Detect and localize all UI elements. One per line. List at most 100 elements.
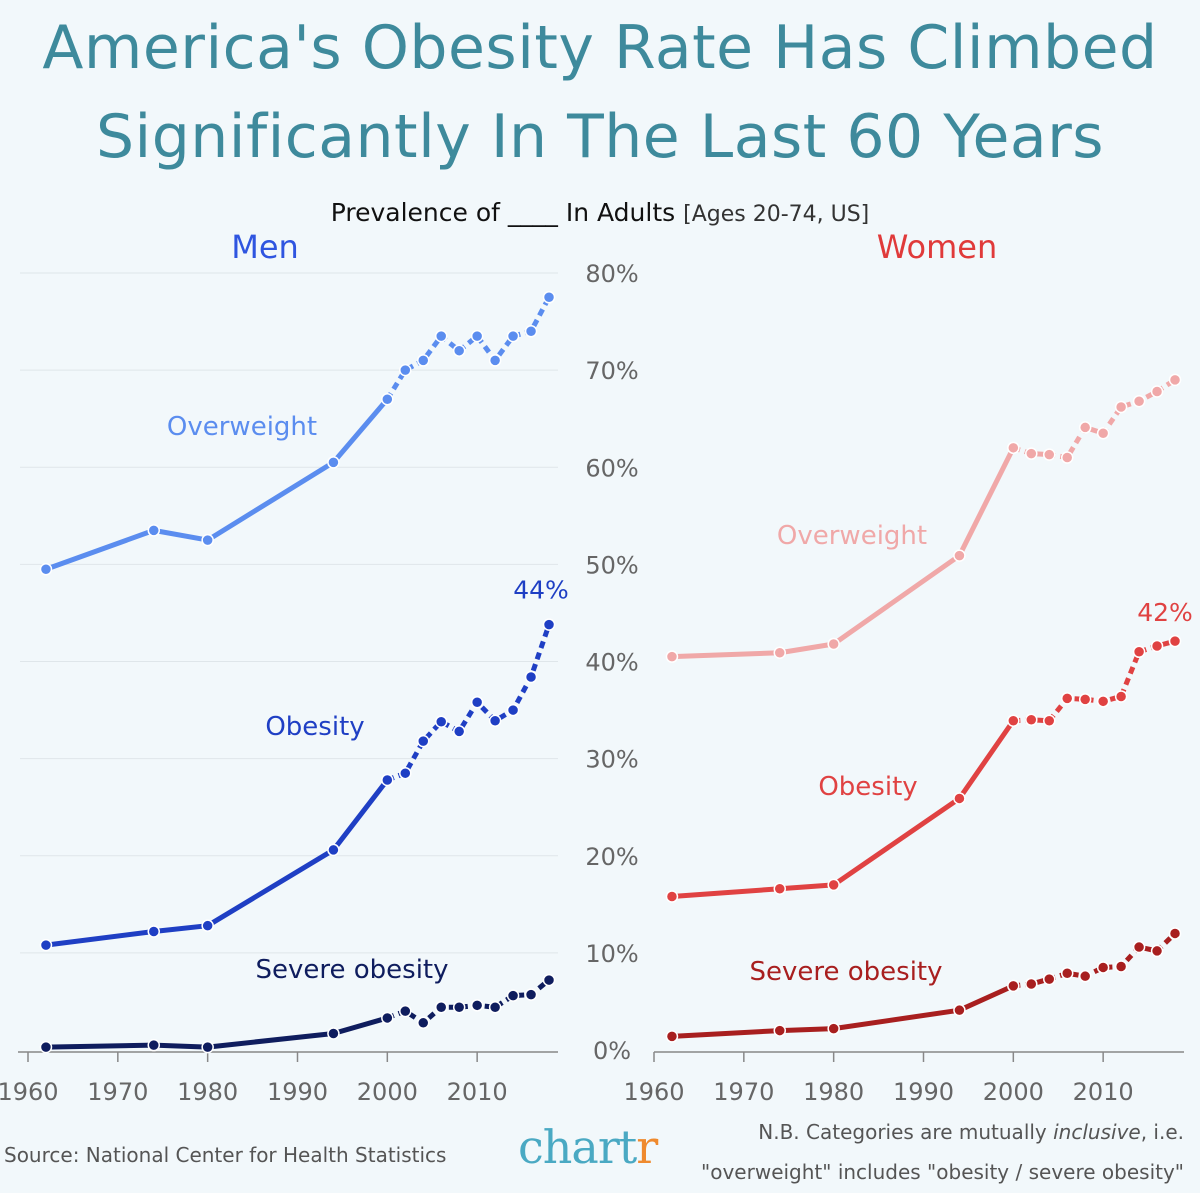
data-point [665,890,679,903]
footnote-suffix: , i.e. [1140,1120,1184,1144]
data-point [1168,634,1182,648]
data-point [381,393,394,406]
data-point [417,354,430,367]
chart-panel-men: Men 1960 1970 1980 1990 2000 2010 Overweight Obe… [0,228,569,1106]
y-tick-label: 50% [585,551,638,579]
series-overweight: Overweight [665,373,1182,663]
series-label: Severe obesity [749,957,942,987]
data-point [1114,400,1128,414]
data-point [399,363,412,377]
data-point [773,882,787,896]
subtitle-detail: [Ages 20-74, US] [683,202,870,227]
data-point [399,1004,412,1018]
data-point [1114,960,1128,973]
x-tick-label: 1990 [267,1078,328,1106]
data-point [1096,695,1110,708]
data-point [1150,385,1164,398]
data-point [827,1022,840,1035]
data-point [1043,714,1056,727]
data-point [470,999,484,1012]
data-point [1150,944,1164,958]
x-tick-label: 2010 [1073,1078,1134,1106]
panel-title: Women [877,228,997,266]
data-point [542,291,556,304]
series-severe-obesity: Severe obesity [39,955,556,1054]
data-point [1025,447,1038,460]
data-point [434,715,448,728]
data-point [488,1001,502,1014]
x-tick-label: 2000 [357,1078,418,1106]
series-label: Obesity [818,772,917,802]
end-value-label: 44% [513,576,569,605]
data-point [1078,969,1092,983]
footnote-prefix: N.B. Categories are mutually [758,1120,1054,1144]
data-point [953,549,966,562]
data-point [452,725,466,738]
x-tick-label: 1970 [87,1078,148,1106]
data-point [1168,373,1182,387]
series-line-recent [385,296,552,401]
series-line-recent [1013,638,1176,724]
footnote-line-2: "overweight" includes "obesity / severe … [701,1160,1184,1184]
data-point [542,618,556,631]
data-point [1096,427,1110,440]
data-point [39,562,53,576]
x-tick-label: 1980 [177,1078,238,1106]
source-note: Source: National Center for Health Stati… [4,1143,447,1167]
data-point [1132,645,1146,659]
data-point [201,919,214,932]
y-tick-label: 10% [585,940,638,968]
x-tick-label: 2000 [983,1078,1044,1106]
subtitle-main: Prevalence of ____ In Adults [330,198,676,227]
data-point [953,1003,966,1017]
data-point [506,989,520,1002]
data-point [201,1040,214,1054]
data-point [773,1024,787,1037]
data-point [147,524,161,537]
series-line-recent [386,623,552,783]
data-point [1025,977,1038,991]
data-point [665,650,679,663]
data-point [417,734,430,748]
data-point [524,988,538,1001]
data-point [1114,690,1128,703]
data-point [470,329,484,343]
data-point [1078,421,1092,434]
series-obesity: Obesity [39,618,556,952]
data-point [1060,967,1074,980]
data-point [524,325,538,338]
data-point [452,344,466,357]
data-point [381,1011,394,1025]
data-point [327,1027,340,1040]
chart-title-line-2: Significantly In The Last 60 Years [95,102,1105,172]
y-tick-label: 40% [585,649,638,677]
data-point [1043,448,1056,461]
data-point [399,766,412,780]
data-point [147,925,161,938]
data-point [1096,961,1110,974]
data-point [39,938,53,952]
series-label: Overweight [777,521,927,551]
x-tick-label: 2010 [447,1078,508,1106]
data-point [39,1040,53,1054]
series-label: Obesity [265,712,364,742]
data-point [506,703,520,717]
y-tick-label: 70% [585,357,638,385]
end-value-label: 42% [1137,598,1193,627]
series-severe-obesity: Severe obesity [665,927,1182,1043]
y-tick-label: 20% [585,843,638,871]
series-obesity: Obesity [665,634,1182,903]
x-tick-label: 1980 [803,1078,864,1106]
data-point [1150,639,1164,653]
data-point [1168,927,1182,940]
footnote-line-1: N.B. Categories are mutually inclusive, … [758,1120,1184,1144]
chart-subtitle: Prevalence of ____ In Adults [Ages 20-74… [0,198,1200,227]
data-point [1007,714,1020,727]
chart-panel-women: Women 1960 1970 1980 1990 2000 2010 Overweight O… [623,228,1192,1106]
y-tick-label: 30% [585,746,638,774]
x-tick-label: 1960 [0,1078,59,1106]
data-point [381,773,394,787]
y-tick-label: 0% [593,1037,631,1065]
data-point [1025,713,1038,727]
